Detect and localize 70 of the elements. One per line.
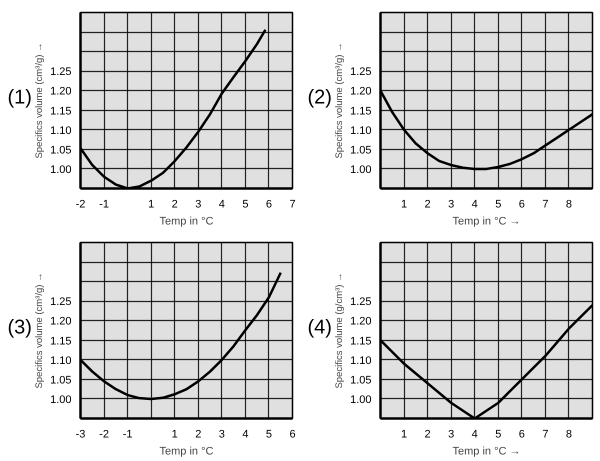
x-axis-title: Temp in °C → — [452, 446, 520, 458]
x-tick-label: 1 — [172, 428, 178, 440]
y-tick-label: 1.05 — [350, 374, 372, 386]
x-tick-label: 2 — [424, 428, 431, 440]
y-tick-label: 1.20 — [50, 316, 72, 328]
y-tick-label: 1.10 — [50, 124, 72, 137]
y-tick-label: 1.25 — [350, 296, 372, 308]
x-tick-label: 7 — [542, 198, 548, 210]
x-tick-label: -3 — [76, 428, 86, 440]
y-tick-label: 1.05 — [350, 144, 372, 156]
x-tick-label: 3 — [195, 198, 202, 210]
y-tick-label: 1.15 — [50, 335, 72, 348]
y-axis-title: Specifics volume (cm³/g) → — [334, 42, 346, 159]
y-tick-label: 1.25 — [50, 296, 72, 308]
x-tick-label: 4 — [472, 198, 478, 210]
x-tick-label: 4 — [472, 428, 478, 440]
text: (1) — [8, 86, 32, 108]
y-tick-label: 1.05 — [50, 144, 72, 156]
x-tick-label: 8 — [566, 428, 572, 440]
x-tick-label: -1 — [99, 198, 109, 210]
x-tick-label: 6 — [289, 428, 296, 440]
x-tick-label: 7 — [542, 428, 548, 440]
x-tick-label: 2 — [195, 428, 202, 440]
y-tick-label: 1.15 — [350, 335, 372, 348]
x-tick-label: 1 — [148, 198, 154, 210]
x-tick-label: 4 — [218, 198, 225, 210]
x-axis-title: Temp in °C — [160, 216, 214, 228]
x-tick-label: 1 — [400, 428, 408, 440]
y-axis-title: Specifics volume (g/cm³) → — [334, 272, 346, 389]
x-tick-label: -2 — [76, 198, 86, 210]
x-tick-label: 2 — [172, 198, 178, 210]
x-tick-label: 2 — [424, 198, 431, 210]
y-tick-label: 1.00 — [350, 394, 372, 406]
x-tick-label: 6 — [266, 198, 272, 210]
x-axis-title: Temp in °C → — [452, 216, 520, 228]
x-tick-label: -2 — [99, 428, 109, 440]
y-tick-label: 1.10 — [50, 354, 72, 367]
y-tick-label: 1.25 — [50, 66, 72, 78]
x-tick-label: 3 — [448, 428, 454, 440]
x-tick-label: 5 — [266, 428, 272, 440]
x-tick-label: 6 — [518, 198, 525, 210]
x-tick-label: 1 — [400, 198, 408, 210]
x-tick-label: -1 — [122, 428, 132, 440]
y-tick-label: 1.20 — [50, 86, 72, 98]
y-tick-label: 1.15 — [350, 105, 372, 118]
y-tick-label: 1.05 — [50, 374, 72, 386]
x-tick-label: 4 — [242, 428, 248, 440]
x-axis-title: Temp in °C — [160, 446, 214, 458]
y-tick-label: 1.20 — [350, 86, 372, 98]
x-tick-label: 5 — [242, 198, 248, 210]
text: (3) — [8, 316, 32, 338]
y-tick-label: 1.00 — [50, 394, 72, 406]
x-tick-label: 6 — [518, 428, 525, 440]
x-tick-label: 3 — [218, 428, 225, 440]
y-tick-label: 1.00 — [50, 164, 72, 176]
y-axis-title: Specifics volume (cm³/g) → — [34, 272, 46, 389]
x-tick-label: 8 — [566, 198, 572, 210]
y-tick-label: 1.10 — [350, 124, 372, 137]
text: (4) — [308, 316, 332, 338]
x-tick-label: 3 — [448, 198, 454, 210]
y-tick-label: 1.20 — [350, 316, 372, 328]
y-tick-label: 1.10 — [350, 354, 372, 367]
x-tick-label: 7 — [289, 198, 296, 210]
y-tick-label: 1.00 — [350, 164, 372, 176]
text: (2) — [308, 86, 332, 108]
x-tick-label: 5 — [495, 198, 502, 210]
y-tick-label: 1.25 — [350, 66, 372, 78]
y-axis-title: Specifics volume (cm³/g) → — [34, 42, 46, 159]
y-tick-label: 1.15 — [50, 105, 72, 118]
x-tick-label: 5 — [495, 428, 502, 440]
